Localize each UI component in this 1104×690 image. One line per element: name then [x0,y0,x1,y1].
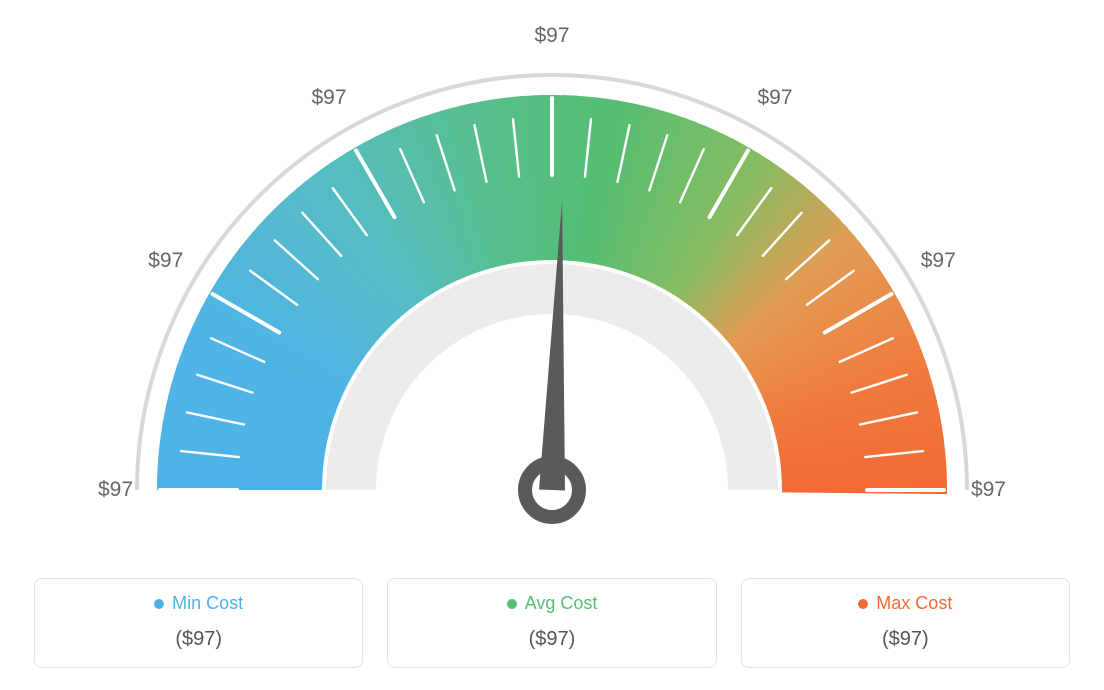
legend-dot-icon [507,599,517,609]
legend-label: Min Cost [172,593,243,614]
gauge-scale-label: $97 [757,86,792,109]
legend-card-min: Min Cost ($97) [34,578,363,668]
legend-card-max: Max Cost ($97) [741,578,1070,668]
gauge-scale-label: $97 [148,249,183,272]
legend-card-avg: Avg Cost ($97) [387,578,716,668]
gauge-scale-label: $97 [534,24,569,47]
legend-row: Min Cost ($97) Avg Cost ($97) Max Cost ($97) [0,578,1104,668]
gauge-scale-label: $97 [971,478,1006,501]
legend-dot-icon [154,599,164,609]
legend-title: Max Cost [752,593,1059,614]
legend-value: ($97) [45,628,352,651]
gauge-svg: $97 $97 $97 $97 $97 $97 $97 [52,20,1052,580]
legend-label: Avg Cost [525,593,598,614]
legend-value: ($97) [752,628,1059,651]
gauge-chart: $97 $97 $97 $97 $97 $97 $97 [0,20,1104,580]
gauge-scale-label: $97 [98,478,133,501]
legend-title: Avg Cost [398,593,705,614]
gauge-scale-label: $97 [311,86,346,109]
legend-title: Min Cost [45,593,352,614]
gauge-scale-label: $97 [921,249,956,272]
legend-dot-icon [858,599,868,609]
legend-label: Max Cost [876,593,952,614]
legend-value: ($97) [398,628,705,651]
